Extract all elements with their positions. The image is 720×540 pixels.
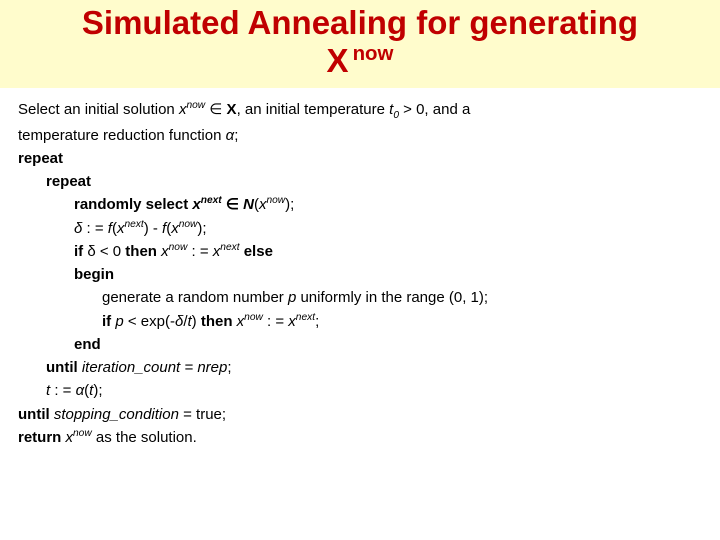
sup-now: now [266, 195, 285, 206]
sup-now: now [244, 312, 263, 323]
algo-line-t-update: t : = α(t); [18, 379, 702, 402]
text: ) - [144, 220, 162, 237]
title-line1: Simulated Annealing for generating [82, 4, 638, 41]
text: as the solution. [92, 429, 197, 446]
kw-if: if [102, 313, 115, 330]
algo-line-repeat-outer: repeat [18, 147, 702, 170]
cond: stopping_condition [54, 406, 179, 423]
assign: : = [187, 243, 212, 260]
sup-now: now [186, 100, 205, 111]
sup-next: next [124, 219, 143, 230]
cond: δ < 0 [87, 243, 121, 260]
kw-then: then [121, 243, 161, 260]
var-alpha: α [76, 382, 85, 399]
algo-line-if-delta: if δ < 0 then xnow : = xnext else [18, 240, 702, 263]
algorithm-body: Select an initial solution xnow ∈ X, an … [0, 88, 720, 449]
algo-line-if-p: if p < exp(-δ/t) then xnow : = xnext; [18, 310, 702, 333]
in-symbol: ∈ [222, 196, 243, 213]
text: ; [227, 359, 231, 376]
cond: iteration_count = nrep [82, 359, 228, 376]
assign: : = [82, 220, 107, 237]
text: < exp(- [124, 313, 175, 330]
text: = true; [179, 406, 226, 423]
set-X: X [227, 101, 237, 118]
var-p: p [115, 313, 123, 330]
text: ; [315, 313, 319, 330]
var-x: x [161, 243, 169, 260]
title-var-group: Xnow [327, 42, 394, 80]
algo-line-until-outer: until stopping_condition = true; [18, 403, 702, 426]
sup-next: next [220, 242, 239, 253]
kw-return: return [18, 429, 66, 446]
algo-line-0: Select an initial solution xnow ∈ X, an … [18, 98, 702, 124]
kw-if: if [74, 243, 87, 260]
slide-title: Simulated Annealing for generating Xnow [8, 4, 712, 80]
sup-next: next [201, 195, 222, 206]
var-alpha: α [226, 127, 235, 144]
assign: : = [263, 313, 288, 330]
title-var-sup: now [353, 42, 394, 65]
sup-now: now [179, 219, 198, 230]
var-x: x [288, 313, 296, 330]
paren: ); [93, 382, 102, 399]
algo-line-delta: δ : = f(xnext) - f(xnow); [18, 217, 702, 240]
algo-line-return: return xnow as the solution. [18, 426, 702, 449]
text: uniformly in the range (0, 1); [296, 289, 488, 306]
text: temperature reduction function [18, 127, 226, 144]
kw-then: then [197, 313, 237, 330]
var-x: x [66, 429, 74, 446]
text: ; [234, 127, 238, 144]
algo-line-generate: generate a random number p uniformly in … [18, 286, 702, 309]
var-x: x [192, 196, 200, 213]
title-band: Simulated Annealing for generating Xnow [0, 0, 720, 88]
assign: : = [50, 382, 75, 399]
algo-line-repeat-inner: repeat [18, 170, 702, 193]
kw-until: until [46, 359, 82, 376]
fn-N: N [243, 196, 254, 213]
title-var: X [327, 42, 349, 79]
kw-randomly-select: randomly select [74, 196, 192, 213]
slide: Simulated Annealing for generating Xnow … [0, 0, 720, 540]
kw-else: else [240, 243, 273, 260]
algo-line-until-inner: until iteration_count = nrep; [18, 356, 702, 379]
algo-line-end: end [18, 333, 702, 356]
text: generate a random number [102, 289, 288, 306]
algo-line-select: randomly select xnext ∈ N(xnow); [18, 193, 702, 216]
sup-now: now [73, 428, 92, 439]
in-symbol: ∈ [205, 101, 226, 118]
var-x: x [171, 220, 179, 237]
algo-line-begin: begin [18, 263, 702, 286]
text: > 0, and a [399, 101, 470, 118]
sup-next: next [296, 312, 315, 323]
paren: ); [197, 220, 206, 237]
text: , an initial temperature [237, 101, 390, 118]
text: Select an initial solution [18, 101, 179, 118]
paren: ); [285, 196, 294, 213]
algo-line-1: temperature reduction function α; [18, 124, 702, 147]
kw-until: until [18, 406, 54, 423]
sup-now: now [169, 242, 188, 253]
